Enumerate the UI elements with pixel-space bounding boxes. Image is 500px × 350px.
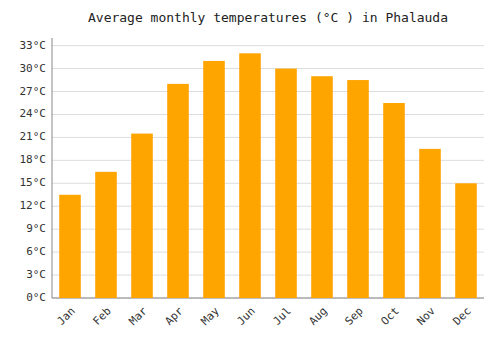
y-grid: [52, 46, 484, 298]
x-tick-label: Jun: [235, 305, 258, 328]
bar: [347, 80, 369, 298]
y-tick-label: 3°C: [26, 268, 46, 281]
x-tick-label: Jan: [55, 305, 78, 328]
y-tick-label: 15°C: [20, 176, 47, 189]
x-tick-label: May: [199, 304, 223, 328]
chart-svg: 0°C 3°C 6°C 9°C 12°C 15°C 18°C 21°C 24°C 27°C 30°C…: [0, 0, 500, 350]
y-tick-label: 24°C: [20, 107, 47, 120]
x-tick-label: Nov: [415, 304, 439, 328]
bar: [275, 69, 297, 298]
bar: [59, 195, 81, 298]
x-tick-label: Feb: [91, 305, 114, 328]
chart-container: 0°C 3°C 6°C 9°C 12°C 15°C 18°C 21°C 24°C 27°C 30°C…: [0, 0, 500, 350]
y-tick-label: 9°C: [26, 222, 46, 235]
grid-line: [52, 45, 484, 46]
y-tick-label: 21°C: [20, 130, 47, 143]
y-tick-label: 30°C: [20, 62, 47, 75]
grid-line: [52, 68, 484, 69]
y-tick-label: 0°C: [26, 291, 46, 304]
grid-line: [52, 114, 484, 115]
y-tick-label: 27°C: [20, 85, 47, 98]
y-axis-line: [52, 38, 53, 298]
x-tick-labels: Jan Feb Mar Apr May Jun Jul Aug Sep Oct Nov Dec: [55, 304, 474, 328]
bar: [131, 134, 153, 298]
page: {"chart_data": {"type": "bar", "title": …: [0, 0, 500, 350]
bar: [455, 183, 477, 298]
y-tick-labels: 0°C 3°C 6°C 9°C 12°C 15°C 18°C 21°C 24°C 27°C 30°C…: [20, 39, 47, 304]
bar: [383, 103, 405, 298]
x-tick-label: Mar: [127, 304, 151, 328]
x-tick-label: Jul: [271, 305, 294, 328]
bar: [95, 172, 117, 298]
y-tick-label: 6°C: [26, 245, 46, 258]
bars: [59, 53, 477, 298]
bar: [311, 76, 333, 298]
x-tick-label: Apr: [163, 304, 187, 328]
bar: [203, 61, 225, 298]
y-tick-label: 12°C: [20, 199, 47, 212]
chart-title: Average monthly temperatures (°C ) in Ph…: [88, 10, 448, 25]
x-tick-label: Oct: [379, 305, 402, 328]
bar: [419, 149, 441, 298]
x-tick-label: Aug: [307, 305, 330, 328]
bar: [239, 53, 261, 298]
x-tick-label: Dec: [451, 305, 474, 328]
grid-line: [52, 91, 484, 92]
y-tick-label: 33°C: [20, 39, 47, 52]
x-tick-label: Sep: [343, 305, 366, 328]
bar: [167, 84, 189, 298]
grid-line: [52, 137, 484, 138]
y-tick-label: 18°C: [20, 153, 47, 166]
